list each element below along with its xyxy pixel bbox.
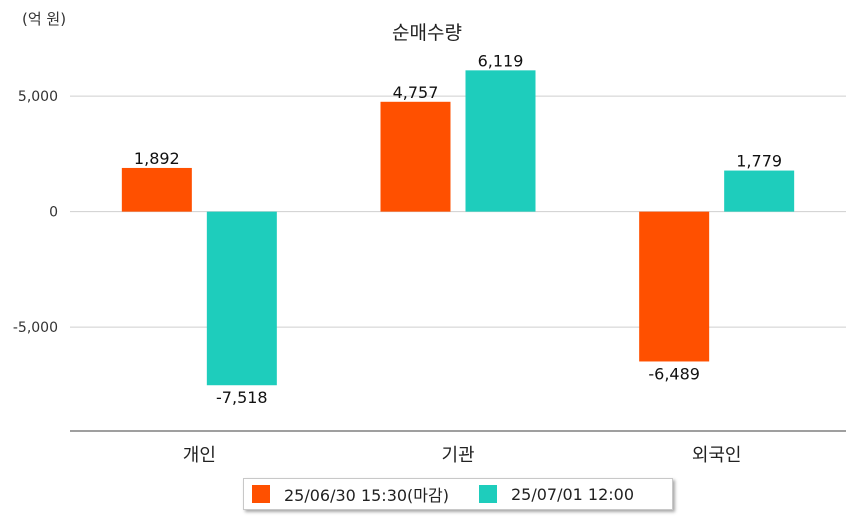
y-tick-label: -5,000 [13,320,58,336]
bar [639,211,710,362]
bar [121,167,192,212]
legend-swatch-series-1 [252,485,270,503]
legend-label-series-1: 25/06/30 15:30(마감) [284,486,449,505]
legend-item-series-2[interactable]: 25/07/01 12:00 [478,484,635,504]
data-label: -7,518 [216,388,268,407]
legend: 25/06/30 15:30(마감) 25/07/01 12:00 [243,478,673,510]
bar [380,101,451,212]
data-label: 6,119 [478,51,524,70]
legend-swatch-series-2 [478,485,497,503]
data-label: 4,757 [393,83,439,102]
data-label: 1,892 [134,149,180,168]
y-tick-label: 0 [49,205,58,221]
data-label: 1,779 [736,152,782,171]
legend-label-series-2: 25/07/01 12:00 [510,484,635,504]
bar [206,211,277,386]
y-tick-label: 5,000 [18,89,58,105]
chart-title: 순매수량 [392,22,462,44]
legend-item-series-1[interactable]: 25/06/30 15:30(마감) [252,482,449,506]
bar [724,170,795,212]
bar-chart: 5,000 0 -5,000 개인 1,892 -7,518 기관 4,757 6,119 외국인… [13,51,846,466]
bar [465,70,536,212]
unit-label: (억 원) [22,10,67,28]
x-category-label: 개인 [183,445,216,466]
data-label: -6,489 [648,364,700,383]
x-category-label: 외국인 [692,445,742,466]
x-category-label: 기관 [441,445,474,466]
